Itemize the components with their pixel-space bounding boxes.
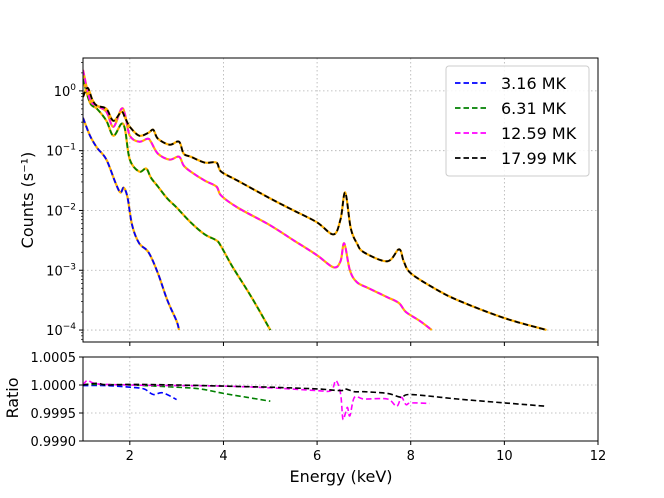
x-tick-label-6: 6 [313,449,321,464]
legend-label-3-16-mk: 3.16 MK [501,74,567,93]
spectrum-y-axis-label: Counts (s⁻¹) [18,152,37,249]
legend-box [445,65,590,177]
x-axis-label: Energy (keV) [289,467,392,486]
ratio-y-ticks: 0.9990 0.9995 1.0000 1.0005 [31,351,83,450]
ratio-x-ticks: 2 4 6 8 10 12 [126,441,607,464]
x-tick-label-2: 2 [126,449,134,464]
series-line-3-16-mk [83,117,180,331]
ratio-y-tick-label-0-9990: 0.9990 [31,435,77,450]
series-line-12-59-mk [83,69,433,331]
legend-label-17-99-mk: 17.99 MK [501,149,577,168]
y-tick-label-10-0: 100 [54,83,77,100]
y-tick-label-10-1: 10−1 [46,143,76,160]
spectrum-y-ticks: 100 10−1 10−2 10−3 10−4 [46,62,83,340]
y-tick-label-10-3: 10−3 [46,262,76,279]
x-tick-label-12: 12 [590,449,607,464]
ratio-axes-frame [82,356,599,442]
series-line-6-31-mk [83,78,272,331]
spectrum-series [83,69,547,332]
ratio-line-12-59-mk [83,379,430,421]
ratio-line-17-99-mk [83,382,547,408]
spectrum-panel: 100 10−1 10−2 10−3 10−4 Counts (s⁻¹) 3.16 MK… [18,57,599,346]
legend-label-6-31-mk: 6.31 MK [501,99,567,118]
ratio-y-tick-label-0-9995: 0.9995 [31,407,77,422]
y-tick-label-10-4: 10−4 [46,322,76,339]
series-reference-12-59-mk [83,69,433,331]
ratio-y-axis-label: Ratio [3,377,22,418]
ratio-y-tick-label-1-0005: 1.0005 [31,351,77,366]
ratio-line-3-16-mk [83,384,177,401]
ratio-series [83,379,547,421]
legend: 3.16 MK 6.31 MK 12.59 MK 17.99 MK [445,65,590,177]
spectrum-axes-frame [82,57,599,343]
ratio-y-tick-label-1-0000: 1.0000 [31,379,77,394]
x-tick-label-8: 8 [407,449,415,464]
spectrum-x-ticks [129,342,599,346]
x-tick-label-10: 10 [496,449,513,464]
y-tick-label-10-2: 10−2 [46,202,76,219]
x-tick-label-4: 4 [219,449,227,464]
legend-label-12-59-mk: 12.59 MK [501,124,577,143]
series-line-17-99-mk [83,87,547,331]
